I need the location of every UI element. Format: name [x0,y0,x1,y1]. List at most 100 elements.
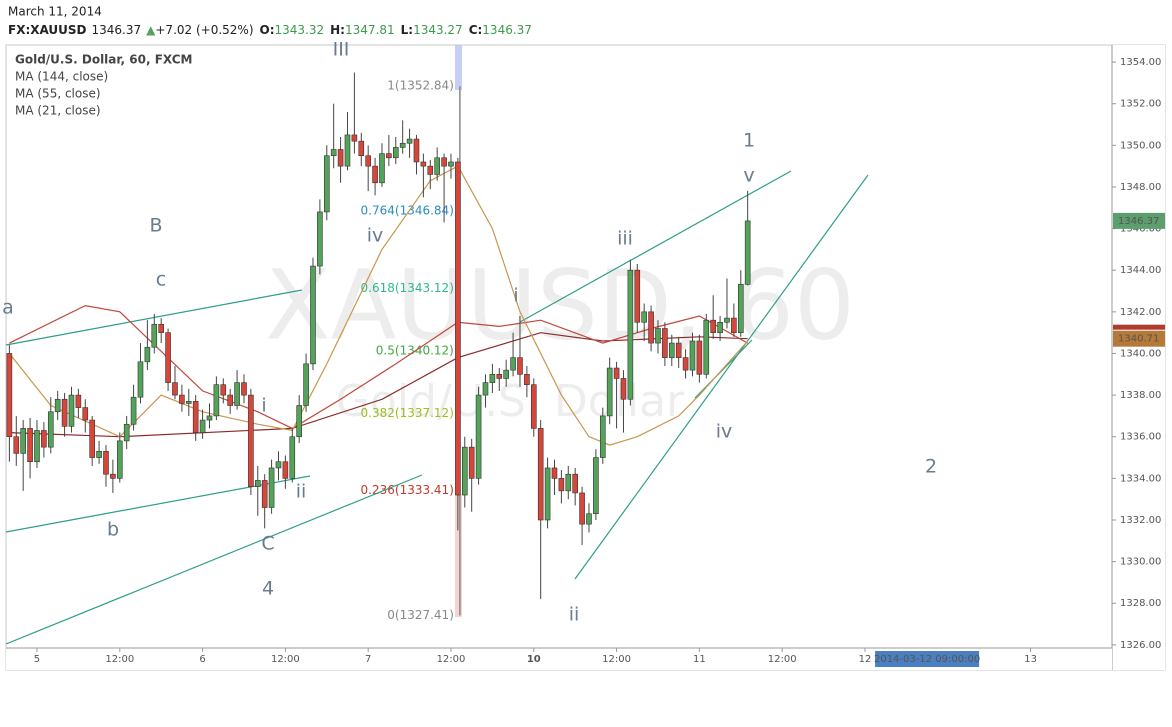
wave-label: a [2,297,14,319]
fib-label: 0.618(1343.12) [361,281,454,295]
candle-body [165,332,171,383]
candle-body [192,401,199,433]
candle-body [41,430,47,448]
candle-body [241,382,247,396]
candle-body [296,405,302,438]
candle-body [489,373,496,383]
y-tick-label: 1328.00 [1120,598,1161,609]
candle-body [303,363,309,406]
candle-body [613,367,620,379]
candle-body [634,269,641,323]
candle-body [586,513,592,525]
candle-body [441,157,447,167]
x-tick-label: 5 [34,654,40,665]
y-tick-label: 1338.00 [1120,390,1161,401]
x-tick-label: 6 [199,654,205,665]
trend-lines [5,170,869,645]
candle-body [682,357,689,371]
ohlc-value: 1347.81 [345,23,395,37]
candle-body [27,428,33,463]
candle-body [599,415,606,458]
candle-body [261,480,268,508]
ma-price-label: 1340.71 [1118,334,1159,345]
candle-body [558,478,565,492]
candle-body [234,382,240,406]
candle-body [461,446,468,496]
candle-body [110,473,116,479]
wave-label: iv [367,225,384,247]
candle-body [268,467,275,508]
candle-body [372,165,378,184]
candle-body [275,461,282,469]
legend-entry: MA (144, close) [15,70,108,84]
candle-body [220,384,227,396]
time-axis [6,648,1112,670]
candle-body [179,394,185,404]
candle-body [144,346,151,363]
wave-label: b [107,519,119,541]
candle-body [710,319,716,333]
candle-body [510,357,516,371]
wave-label: ii [569,604,580,626]
chart-title: Gold/U.S. Dollar, 60, FXCM [15,53,193,67]
candle-body [565,473,572,492]
x-tick-label: 12:00 [602,654,631,665]
ohlc-label: L: [401,23,413,37]
last-price-tag [1113,212,1165,229]
candle-body [130,396,137,425]
watermark: XAUUSD, 60 [265,249,855,361]
candle-body [47,411,54,448]
legend-entry: MA (55, close) [15,87,101,101]
quote-line: FX:XAUUSD 1346.37 ▲+7.02 (+0.52%) O:1343.32… [8,23,532,37]
candle-body [158,324,164,333]
candle-body [420,161,427,167]
candle-body [475,394,482,479]
candle-body [289,436,296,479]
candle-body [696,340,703,375]
candle-body [248,394,254,487]
candle-body [406,138,413,144]
candle-body [172,382,178,396]
candle-body [641,311,647,323]
crosshair-label-bg [875,651,980,667]
candle-body [427,165,434,175]
candle-body [737,284,744,333]
candle-body [524,373,530,385]
candle-body [185,401,192,404]
candle-body [151,324,158,348]
candle-body [662,328,668,358]
fib-label: 0.236(1333.41) [361,483,454,497]
candle-body [627,269,634,400]
wave-label: ii [296,481,307,503]
candle-body [503,369,509,379]
price: 1346.37 [92,23,142,37]
ma-tag-band [1113,324,1165,330]
candle-body [282,461,289,479]
x-tick-label: 12:00 [105,654,134,665]
wave-label: c [156,269,166,291]
ohlc-label: C: [469,23,483,37]
y-tick-label: 1352.00 [1120,99,1161,110]
candle-body [593,457,599,515]
candle-body [317,211,323,267]
candle-body [655,328,661,344]
date: March 11, 2014 [8,5,102,19]
wave-label: B [149,215,162,237]
candle-body [75,394,82,408]
candle-body [96,451,102,458]
y-tick-label: 1354.00 [1120,57,1161,68]
candle-body [537,428,544,521]
candle-body [455,161,461,496]
candle-body [68,394,75,427]
x-tick-label: 7 [365,654,371,665]
candle-body [731,317,737,333]
candle-body [724,317,730,323]
y-tick-label: 1330.00 [1120,557,1161,568]
y-tick-label: 1342.00 [1120,307,1161,318]
candle-body [482,382,489,396]
candle-body [337,149,344,167]
candle-body [254,480,261,487]
candle-body [82,407,89,421]
fib-label: 0.764(1346.84) [361,204,454,218]
candle-body [61,398,68,427]
